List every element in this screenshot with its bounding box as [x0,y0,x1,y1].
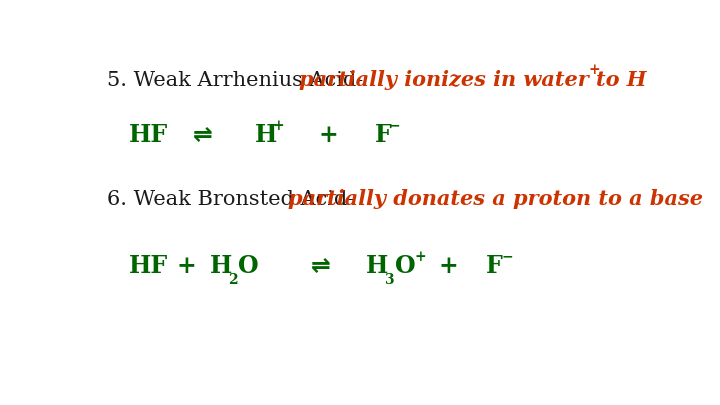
Text: 3: 3 [384,273,394,287]
Text: +: + [438,254,459,278]
Text: +: + [415,249,426,264]
Text: 2: 2 [228,273,238,287]
Text: −: − [501,249,513,264]
Text: HF: HF [129,123,168,147]
Text: HF: HF [129,254,168,278]
Text: H: H [366,254,389,278]
Text: O: O [395,254,415,278]
Text: 5. Weak Arrhenius Acid-: 5. Weak Arrhenius Acid- [107,71,369,90]
Text: F: F [374,123,392,147]
Text: +: + [588,62,600,77]
Text: 6. Weak Bronsted Acid-: 6. Weak Bronsted Acid- [107,190,361,209]
Text: H: H [210,254,233,278]
Text: H: H [255,123,277,147]
Text: F: F [486,254,503,278]
Text: +: + [176,254,197,278]
Text: +: + [272,119,284,133]
Text: +: + [319,123,338,147]
Text: −: − [389,119,400,133]
Text: partially donates a proton to a base: partially donates a proton to a base [288,188,703,209]
Text: O: O [238,254,259,278]
Text: ⇌: ⇌ [310,254,330,278]
Text: partially ionizes in water to H: partially ionizes in water to H [300,70,647,90]
Text: ⇌: ⇌ [193,123,213,147]
